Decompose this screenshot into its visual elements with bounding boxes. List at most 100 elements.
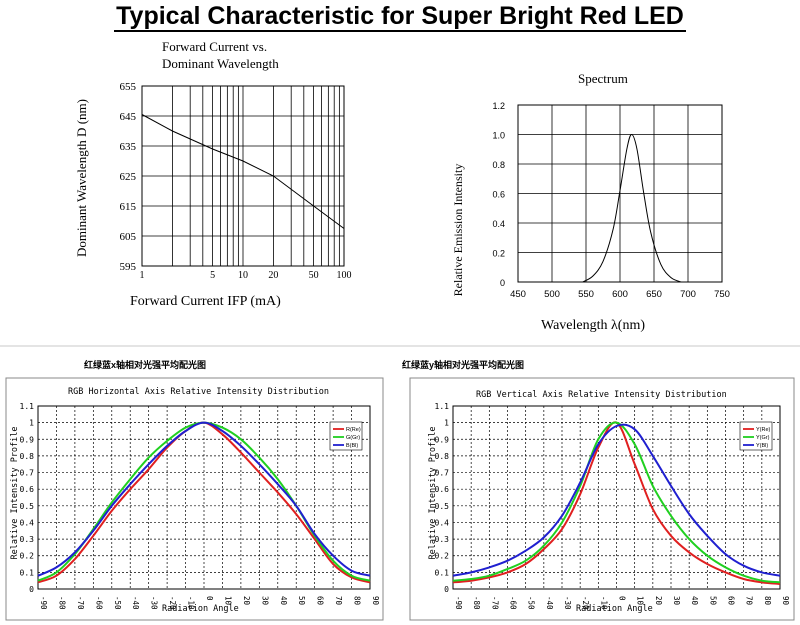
rgb-horizontal-legend-label: G(Gr)	[346, 435, 360, 441]
spectrum-y-tick-label: 0.2	[492, 249, 505, 259]
rgb-horizontal-y-tick-label: 0.3	[20, 535, 35, 544]
rgb-horizontal-legend-label: B(Bl)	[346, 443, 358, 449]
rgb-horizontal-x-tick-label: 0	[205, 596, 214, 601]
rgb-horizontal-legend-label: R(Re)	[346, 427, 361, 433]
forward-y-tick-label: 605	[120, 231, 137, 243]
rgb-horizontal-x-tick-label: 10	[223, 596, 232, 606]
rgb-horizontal-x-tick-label: -40	[131, 596, 140, 610]
rgb-vertical-x-tick-label: 70	[745, 596, 754, 606]
forward-y-tick-label: 625	[120, 171, 137, 183]
rgb-vertical-y-tick-label: 0.3	[435, 535, 450, 544]
rgb-vertical-plot-border	[452, 405, 781, 590]
spectrum-y-tick-label: 1.2	[492, 101, 505, 111]
rgb-vertical-x-tick-label: 0	[618, 596, 627, 601]
rgb-horizontal-x-tick-label: 80	[353, 596, 362, 606]
rgb-vertical-y-tick-label: 0.4	[435, 518, 450, 527]
rgb-horizontal-y-tick-label: 0.2	[20, 552, 35, 561]
rgb-vertical-y-tick-label: 0.5	[435, 502, 450, 511]
spectrum-y-tick-label: 0.4	[492, 219, 505, 229]
spectrum-x-tick-label: 550	[578, 289, 594, 300]
rgb-horizontal-x-tick-label: -70	[76, 596, 85, 610]
rgb-vertical-x-tick-label: -50	[527, 596, 536, 610]
rgb-vertical-x-tick-label: -80	[472, 596, 481, 610]
forward-x-tick-label: 50	[309, 270, 319, 281]
forward-x-tick-label: 5	[210, 270, 215, 281]
rgb-horizontal-frame	[5, 377, 384, 621]
rgb-horizontal-x-tick-label: -60	[94, 596, 103, 610]
rgb-horizontal-y-tick-label: 0.1	[20, 568, 35, 577]
rgb-vertical-x-tick-label: 20	[654, 596, 663, 606]
rgb-horizontal-y-axis-label: Relative Intensity Profile	[10, 426, 20, 559]
rgb-horizontal-series-line	[37, 421, 371, 577]
forward-x-tick-label: 20	[268, 270, 278, 281]
rgb-vertical-x-tick-label: -10	[599, 596, 608, 610]
spectrum-y-tick-label: 0.8	[492, 160, 505, 170]
spectrum-y-tick-label: 0.6	[492, 190, 505, 200]
rgb-vertical-x-tick-label: 90	[781, 596, 790, 606]
forward-title-line-2: Dominant Wavelength	[162, 56, 279, 71]
rgb-horizontal-x-tick-label: -20	[168, 596, 177, 610]
rgb-vertical-x-tick-label: -30	[563, 596, 572, 610]
rgb-vertical-y-tick-label: 1	[444, 419, 449, 428]
rgb-horizontal-caption: 红绿蓝x轴相对光强平均配光图	[84, 359, 206, 370]
rgb-horizontal-y-tick-label: 0.4	[20, 518, 35, 527]
rgb-vertical-series-line	[452, 421, 781, 584]
rgb-horizontal-y-tick-label: 1.1	[20, 402, 35, 411]
rgb-vertical-x-tick-label: 10	[636, 596, 645, 606]
rgb-vertical-x-tick-label: 60	[727, 596, 736, 606]
spectrum-x-tick-label: 600	[612, 289, 628, 300]
rgb-vertical-y-tick-label: 0	[444, 585, 449, 594]
rgb-horizontal-title: RGB Horizontal Axis Relative Intensity D…	[68, 387, 329, 397]
forward-x-tick-label: 1	[140, 270, 145, 281]
rgb-vertical-y-tick-label: 0.8	[435, 452, 450, 461]
spectrum-title: Spectrum	[578, 71, 628, 86]
rgb-horizontal-x-tick-label: 30	[260, 596, 269, 606]
rgb-vertical-y-tick-label: 0.6	[435, 485, 450, 494]
forward-x-tick-label: 10	[238, 270, 248, 281]
rgb-vertical-y-tick-label: 1.1	[435, 402, 450, 411]
forward-y-tick-label: 655	[120, 81, 137, 93]
rgb-horizontal-plot-border	[37, 405, 371, 590]
rgb-vertical-y-tick-label: 0.7	[435, 469, 450, 478]
rgb-vertical-series-line	[452, 423, 781, 577]
rgb-vertical-x-tick-label: 30	[672, 596, 681, 606]
rgb-horizontal-x-tick-label: 70	[334, 596, 343, 606]
forward-x-axis-label: Forward Current IFP (mA)	[130, 294, 281, 309]
rgb-horizontal-y-tick-label: 0.9	[20, 435, 35, 444]
rgb-vertical-legend-label: Y(Bl)	[756, 443, 768, 449]
rgb-vertical-x-tick-label: -60	[509, 596, 518, 610]
forward-y-tick-label: 595	[120, 261, 137, 273]
spectrum-x-tick-label: 700	[680, 289, 696, 300]
rgb-horizontal-x-tick-label: 20	[242, 596, 251, 606]
rgb-horizontal-x-tick-label: 40	[279, 596, 288, 606]
page-title: Typical Characteristic for Super Bright …	[114, 2, 686, 32]
spectrum-x-axis-label: Wavelength λ(nm)	[541, 318, 645, 333]
rgb-horizontal-y-tick-label: 0.8	[20, 452, 35, 461]
rgb-horizontal-x-tick-label: 50	[297, 596, 306, 606]
spectrum-x-tick-label: 450	[510, 289, 526, 300]
rgb-vertical-y-tick-label: 0.1	[435, 568, 450, 577]
forward-title-line-1: Forward Current vs.	[162, 39, 267, 54]
rgb-vertical-legend-label: Y(Re)	[756, 427, 771, 433]
spectrum-y-tick-label: 0	[500, 278, 505, 288]
rgb-vertical-x-tick-label: 50	[708, 596, 717, 606]
rgb-horizontal-x-tick-label: -30	[150, 596, 159, 610]
rgb-horizontal-y-tick-label: 1	[29, 419, 34, 428]
forward-x-tick-label: 100	[337, 270, 352, 281]
rgb-horizontal-y-tick-label: 0.6	[20, 485, 35, 494]
rgb-horizontal-x-tick-label: -90	[39, 596, 48, 610]
rgb-vertical-frame	[409, 377, 795, 621]
rgb-vertical-x-tick-label: -20	[581, 596, 590, 610]
rgb-horizontal-x-tick-label: 90	[371, 596, 380, 606]
rgb-vertical-x-tick-label: -40	[545, 596, 554, 610]
forward-series-line	[141, 114, 345, 229]
rgb-horizontal-x-axis-label: Radiation Angle	[162, 604, 239, 614]
rgb-horizontal-x-tick-label: -50	[113, 596, 122, 610]
rgb-vertical-x-tick-label: -70	[490, 596, 499, 610]
rgb-vertical-caption: 红绿蓝y轴相对光强平均配光图	[402, 359, 524, 370]
rgb-vertical-y-tick-label: 0.9	[435, 435, 450, 444]
rgb-horizontal-x-tick-label: -80	[57, 596, 66, 610]
spectrum-series-line	[582, 133, 682, 283]
